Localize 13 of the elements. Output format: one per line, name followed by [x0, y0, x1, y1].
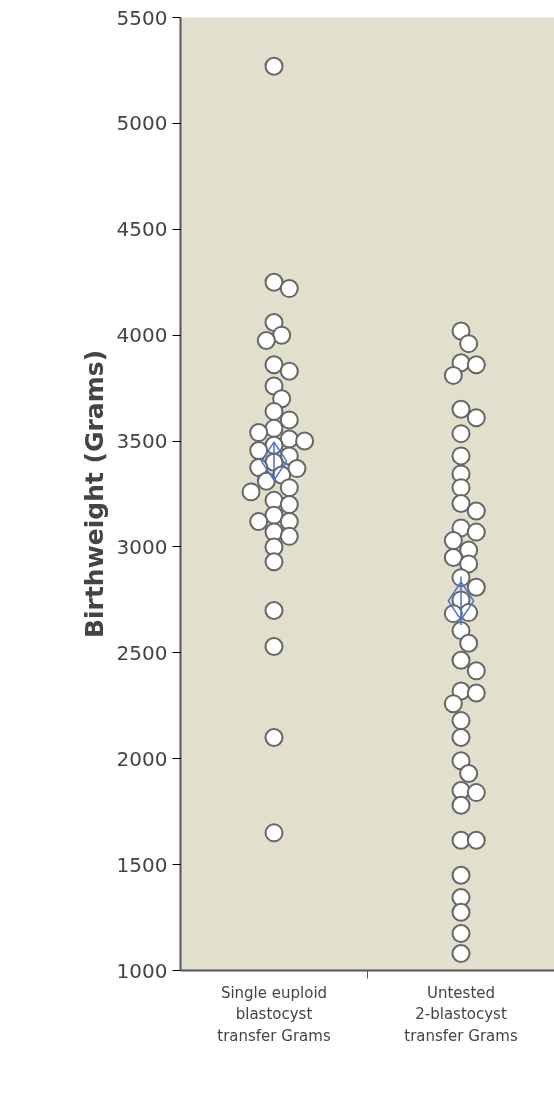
- y-tick-label: 5500: [116, 5, 168, 30]
- y-tick-label: 2500: [116, 640, 168, 665]
- y-tick-label: 3000: [116, 534, 168, 559]
- x-tick-label: Single euploid blastocyst transfer Grams: [217, 983, 331, 1045]
- y-tick-label: 4000: [116, 323, 168, 348]
- y-tick-label: 1500: [116, 852, 168, 877]
- y-tick-label: 5000: [116, 111, 168, 136]
- y-tick-label: 2000: [116, 746, 168, 771]
- y-tick-label: 1000: [116, 958, 168, 983]
- x-tick-label: Untested 2-blastocyst transfer Grams: [404, 983, 518, 1045]
- y-axis-title: Birthweight (Grams): [79, 349, 109, 639]
- y-tick-label: 4500: [116, 217, 168, 242]
- y-tick-label: 3500: [116, 429, 168, 454]
